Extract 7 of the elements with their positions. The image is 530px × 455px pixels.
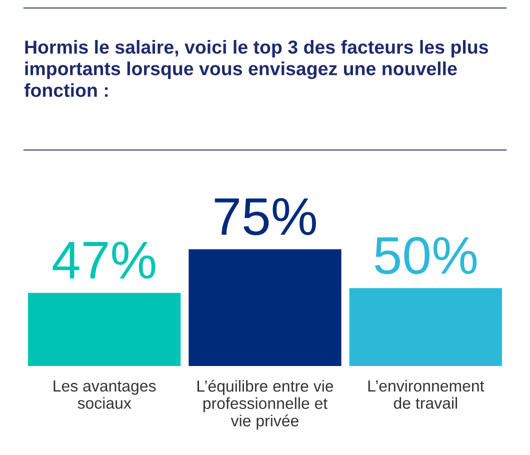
data-label: 75%	[214, 198, 316, 236]
data-label: 47%	[52, 242, 156, 279]
data-label: 50%	[374, 236, 477, 274]
x-tick-label: L’environnement de travail	[368, 380, 484, 409]
x-tick-label: L’équilibre entre vie professionnelle et vie privée	[198, 380, 334, 430]
chart-title: Hormis le salaire, voici le top 3 des facteurs les plus importants lorsque vous envisagez une nouvelle fonction :	[24, 40, 488, 97]
x-tick-label: Les avantages sociaux	[54, 380, 156, 409]
